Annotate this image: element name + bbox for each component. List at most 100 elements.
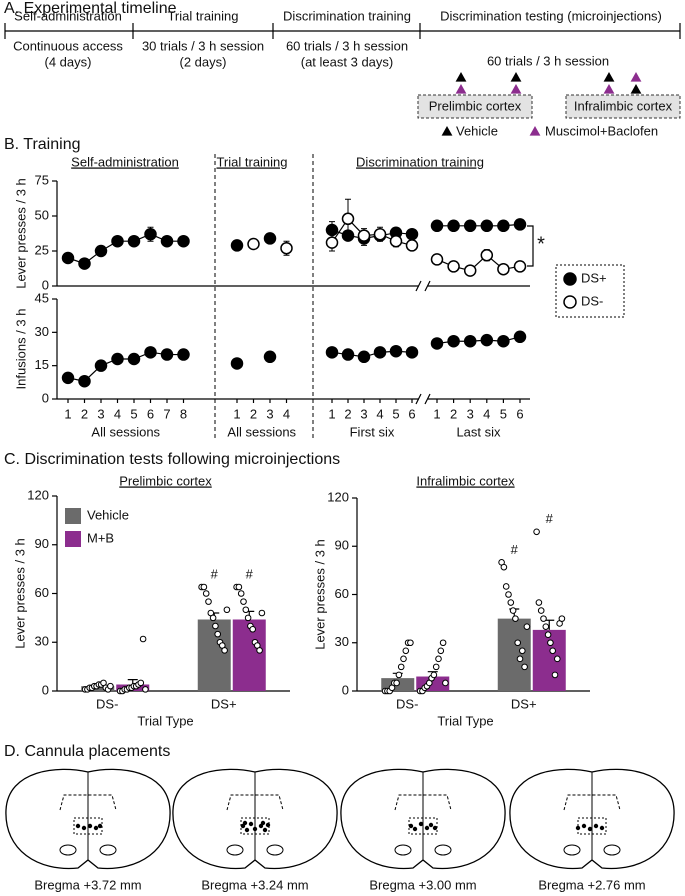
marker xyxy=(497,262,510,276)
triangle xyxy=(630,72,642,82)
triangle xyxy=(603,72,615,82)
marker xyxy=(463,334,477,348)
marker xyxy=(447,260,460,273)
x-group-label: All sessions xyxy=(227,424,296,439)
y-tick-label: 30 xyxy=(35,634,49,649)
marker xyxy=(389,344,403,358)
placement xyxy=(581,823,587,829)
bar xyxy=(197,619,231,691)
data-point xyxy=(244,614,252,622)
x-tick-label: 3 xyxy=(360,406,367,421)
triangle xyxy=(455,72,467,82)
phase-detail: 30 trials / 3 h session xyxy=(142,38,264,53)
x-tick-label: 1 xyxy=(64,406,71,421)
marker xyxy=(280,241,293,255)
data-point xyxy=(500,563,508,571)
data-point xyxy=(397,663,405,671)
x-tick-label: DS+ xyxy=(211,696,237,711)
marker xyxy=(405,239,419,252)
data-point xyxy=(512,615,519,622)
marker xyxy=(160,234,174,248)
chart-title: Prelimbic cortex xyxy=(119,473,212,488)
placement xyxy=(260,820,266,826)
y-tick-label: 0 xyxy=(42,682,49,697)
x-tick-label: 2 xyxy=(250,406,257,421)
region-box xyxy=(417,94,533,119)
data-point xyxy=(442,679,449,687)
y-tick-label: 15 xyxy=(35,357,49,372)
phase-name: Discrimination training xyxy=(283,8,411,23)
region-label: Prelimbic cortex xyxy=(429,98,522,113)
x-tick-label: 4 xyxy=(376,406,383,421)
data-point xyxy=(549,647,557,655)
data-point xyxy=(554,655,561,663)
placement xyxy=(599,825,605,831)
ventricle xyxy=(226,844,244,856)
data-point xyxy=(212,622,219,630)
placement xyxy=(81,825,87,831)
marker xyxy=(127,352,141,366)
marker xyxy=(177,234,190,248)
y-tick-label: 50 xyxy=(35,207,49,222)
marker xyxy=(430,219,444,233)
marker xyxy=(78,257,91,270)
y-tick-label: 30 xyxy=(335,634,349,649)
marker xyxy=(497,219,510,233)
x-tick-label: 4 xyxy=(283,406,290,421)
ventricle xyxy=(394,844,412,856)
legend-label: DS+ xyxy=(581,270,607,285)
x-tick-label: 6 xyxy=(408,406,415,421)
sig-bracket xyxy=(527,225,534,267)
x-tick-label: 2 xyxy=(344,406,351,421)
x-axis-label: Trial Type xyxy=(137,713,193,728)
marker xyxy=(405,346,419,359)
x-tick-label: 6 xyxy=(147,406,154,421)
placement xyxy=(593,823,599,829)
region-label: Infralimbic cortex xyxy=(574,98,673,113)
legend-label: Vehicle xyxy=(456,123,498,138)
marker xyxy=(341,348,355,361)
chart-title: Infralimbic cortex xyxy=(416,473,515,488)
x-group-label: Last six xyxy=(456,424,501,439)
data-point xyxy=(142,686,149,693)
data-point xyxy=(537,607,545,614)
marker xyxy=(61,251,75,265)
brain-section xyxy=(340,768,506,870)
phase-detail: (at least 3 days) xyxy=(301,54,394,69)
data-point xyxy=(256,647,263,654)
phase-detail: Continuous access xyxy=(13,38,123,53)
x-tick-label: 4 xyxy=(114,406,121,421)
marker xyxy=(463,219,477,233)
y-tick-label: 75 xyxy=(35,172,49,187)
x-tick-label: 5 xyxy=(392,406,399,421)
marker xyxy=(480,248,494,262)
marker xyxy=(389,234,403,248)
marker xyxy=(263,350,277,364)
data-point xyxy=(242,606,250,614)
data-point xyxy=(521,663,528,671)
data-point xyxy=(205,598,212,605)
y-tick-label: 90 xyxy=(35,536,49,551)
triangle xyxy=(455,84,467,94)
placement xyxy=(587,826,593,832)
panel-title: A. Experimental timeline xyxy=(4,0,177,17)
data-point xyxy=(200,583,208,591)
brain-section xyxy=(172,768,338,870)
placement xyxy=(265,822,271,828)
x-tick-label: 2 xyxy=(450,406,457,421)
placement xyxy=(248,821,254,827)
data-point xyxy=(432,663,440,671)
section-label: Bregma +3.00 mm xyxy=(369,877,476,892)
data-point xyxy=(202,590,210,597)
x-tick-label: DS+ xyxy=(511,696,537,711)
marker xyxy=(373,227,387,241)
phase-name: Trial training xyxy=(167,8,238,23)
triangle xyxy=(603,84,615,94)
x-tick-label: 3 xyxy=(467,406,474,421)
data-point xyxy=(214,630,221,638)
annotation: # xyxy=(211,566,219,581)
legend-label: Muscimol+Baclofen xyxy=(545,123,658,138)
data-point xyxy=(240,598,247,605)
placement xyxy=(432,825,438,831)
marker xyxy=(513,330,527,344)
